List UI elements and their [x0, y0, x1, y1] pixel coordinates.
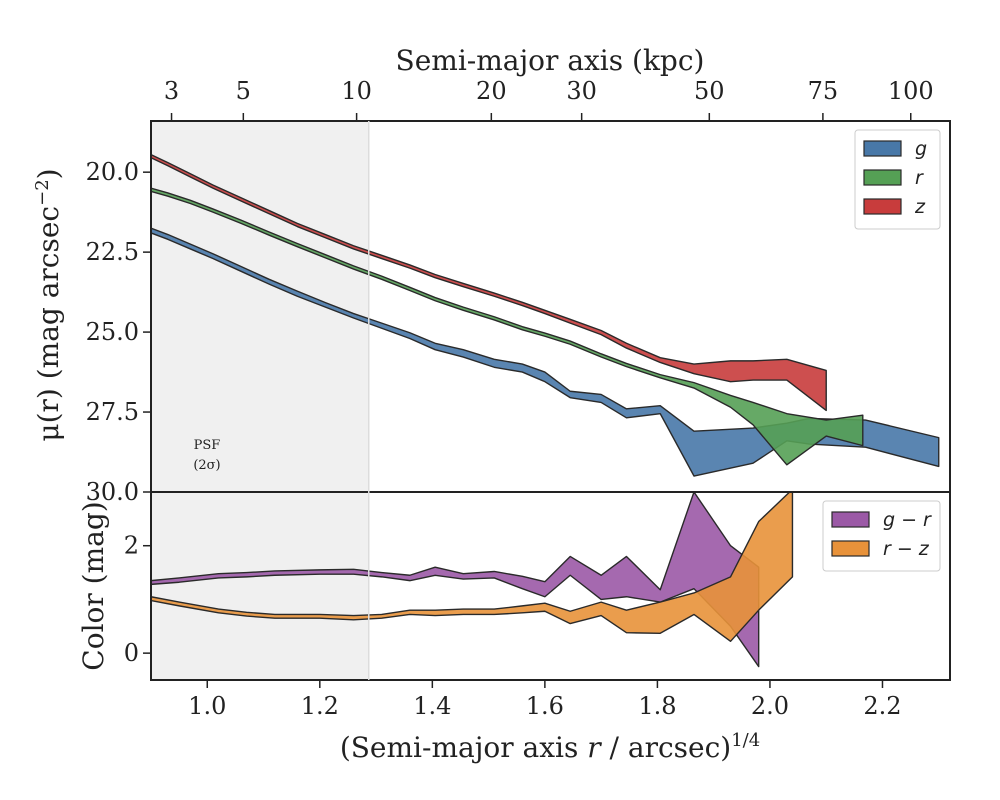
profile-series-group	[151, 153, 940, 477]
color-frame	[150, 491, 951, 681]
psf-label: PSF (2σ)	[193, 438, 220, 473]
kpc-tick-label: 10	[341, 77, 372, 105]
legend-label-z: z	[914, 196, 926, 218]
y-tick-label: 25.0	[86, 318, 139, 346]
legend-swatch-g	[863, 140, 902, 157]
legend-swatch-gr	[831, 511, 870, 528]
legend-label-g: g	[915, 138, 927, 160]
x-tick-label: 1.8	[638, 692, 676, 720]
color-y-axis-title: Color (mag)	[77, 501, 110, 670]
x-tick-label: 1.0	[188, 692, 226, 720]
kpc-tick-label: 75	[808, 77, 839, 105]
x-tick-label: 1.6	[526, 692, 564, 720]
band-g	[151, 227, 940, 477]
x-tick-label: 1.2	[301, 692, 339, 720]
psf-label-line1: PSF	[194, 438, 221, 453]
profile-y-axis-title-sup: −2	[32, 179, 53, 206]
legend-label-rz: r − z	[883, 538, 930, 560]
y-tick-label: 30.0	[86, 478, 139, 506]
color-y-ticks: 02	[124, 532, 151, 667]
legend-swatch-r	[863, 169, 902, 186]
color-legend: g − r r − z	[822, 500, 941, 572]
y-tick-label: 20.0	[86, 158, 139, 186]
x-tick-label: 1.4	[413, 692, 451, 720]
color-panel: 02 1.0 1.2 1.4 1.6 1.8 2.0 2.2 Color (mag) (Se…	[77, 491, 951, 764]
legend-label-r: r	[915, 167, 924, 189]
kpc-tick-label: 20	[476, 77, 507, 105]
x-axis-title: (Semi-major axis r / arcsec)1/4	[340, 730, 760, 764]
kpc-tick-label: 50	[694, 77, 725, 105]
y-tick-label: 22.5	[86, 238, 139, 266]
profile-y-axis-title-end: )	[32, 168, 65, 179]
kpc-tick-label: 100	[888, 77, 934, 105]
x-axis-title-sup: 1/4	[731, 730, 760, 751]
profile-y-axis-title: μ(r) (mag arcsec−2)	[32, 168, 65, 441]
legend-label-gr: g − r	[883, 509, 932, 531]
psf-shade-bottom	[151, 492, 369, 680]
x-ticks: 1.0 1.2 1.4 1.6 1.8 2.0 2.2	[188, 680, 902, 720]
profile-y-ticks: 20.0 22.5 25.0 27.5 30.0	[86, 158, 151, 506]
profile-legend: grz	[854, 129, 941, 230]
y-tick-label: 27.5	[86, 398, 139, 426]
x-tick-label: 2.2	[863, 692, 901, 720]
psf-label-line2: (2σ)	[193, 458, 220, 473]
color-series-group	[151, 492, 794, 668]
profile-panel: PSF (2σ) 20.0 22.5 25.0 27.5 30.0 3 5 10 20 30 50…	[32, 44, 951, 506]
x-axis-title-rest: / arcsec)	[601, 731, 732, 764]
kpc-tick-label: 3	[164, 77, 179, 105]
kpc-ticks: 3 5 10 20 30 50 75 100	[164, 77, 934, 121]
x-axis-title-main: (Semi-major axis	[340, 731, 587, 764]
color-y-tick-label: 2	[124, 532, 139, 560]
profile-y-axis-title-main: μ(r) (mag arcsec	[32, 206, 65, 442]
kpc-tick-label: 5	[236, 77, 251, 105]
band-gr	[151, 492, 760, 668]
top-axis-title: Semi-major axis (kpc)	[396, 44, 705, 77]
band-z	[151, 153, 827, 412]
x-tick-label: 2.0	[751, 692, 789, 720]
x-axis-title-var: r	[587, 731, 602, 764]
band-rz	[151, 492, 794, 643]
color-y-tick-label: 0	[124, 639, 139, 667]
band-r	[151, 187, 864, 466]
legend-swatch-z	[863, 198, 902, 215]
legend-swatch-rz	[831, 540, 870, 557]
kpc-tick-label: 30	[566, 77, 597, 105]
